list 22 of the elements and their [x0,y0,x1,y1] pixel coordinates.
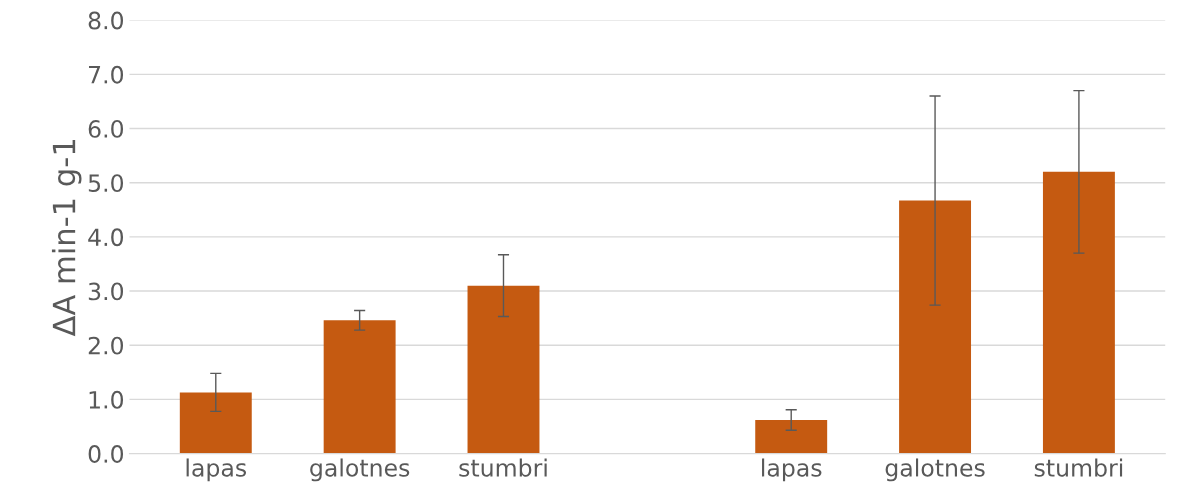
y-tick-label: 2.0 [88,336,124,355]
x-tick-label: lapas [762,458,822,482]
y-tick-label: 3.0 [88,282,124,301]
bar [179,392,252,454]
y-tick-label: 1.0 [89,390,124,409]
x-tick-label: galotnes [310,458,410,482]
bar [467,285,540,454]
bar [755,420,828,454]
x-tick-label: lapas [186,458,247,482]
y-tick-label: 0.0 [88,445,124,463]
y-tick-label: 7.0 [89,65,124,84]
y-tick-label: 4.0 [88,228,124,247]
x-tick-label: stumbri [1034,458,1123,477]
y-tick-label: 6.0 [88,119,124,138]
y-axis-title: ΔA min-1 g-1 [51,140,82,337]
bar [899,200,972,454]
bar [1042,171,1115,454]
y-tick-label: 8.0 [88,11,124,30]
bar [323,320,396,454]
x-tick-label: stumbri [459,458,547,477]
x-tick-label: galotnes [885,458,985,482]
y-tick-label: 5.0 [88,174,124,193]
